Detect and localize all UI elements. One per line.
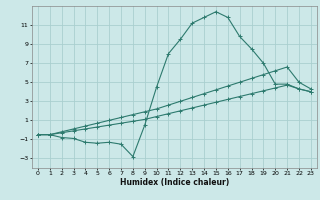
X-axis label: Humidex (Indice chaleur): Humidex (Indice chaleur) [120,178,229,187]
